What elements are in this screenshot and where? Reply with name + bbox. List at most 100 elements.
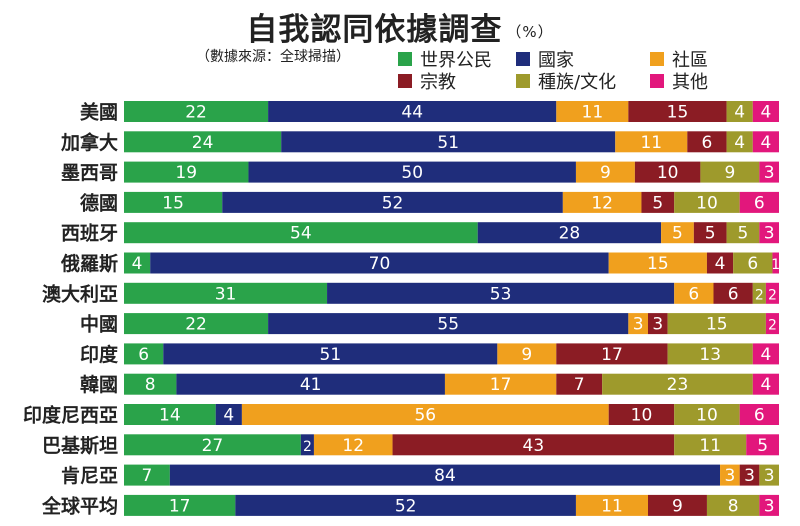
bar-segment — [124, 373, 177, 395]
data-label: 6 — [754, 406, 765, 426]
bar-segment — [752, 131, 779, 153]
bar-segment — [327, 282, 675, 304]
bar-segment — [726, 131, 753, 153]
data-label: 84 — [434, 466, 456, 486]
bar-segment — [628, 313, 648, 335]
bar-segment — [746, 434, 779, 456]
legend-swatch — [398, 74, 412, 88]
bar-segment — [248, 161, 576, 183]
bar-segment — [392, 434, 675, 456]
data-label: 53 — [490, 284, 512, 304]
data-label: 52 — [395, 496, 417, 516]
legend-item: 世界公民 — [398, 46, 492, 72]
data-label: 22 — [185, 315, 207, 335]
bar-segment — [759, 464, 779, 486]
data-label: 3 — [633, 315, 644, 335]
data-label: 9 — [672, 496, 683, 516]
legend-item: 種族/文化 — [516, 68, 616, 94]
bar-segment — [759, 161, 779, 183]
data-label: 52 — [382, 193, 404, 213]
data-label: 6 — [702, 133, 713, 153]
bar-segment — [661, 222, 694, 244]
category-label: 印度尼西亞 — [23, 404, 118, 427]
data-label: 2 — [768, 287, 777, 303]
bar-segment — [575, 161, 635, 183]
bar-segment — [556, 101, 629, 122]
data-label: 4 — [760, 375, 771, 395]
data-label: 54 — [290, 224, 312, 244]
data-label: 1 — [771, 257, 780, 273]
bar-segment — [444, 373, 557, 395]
bar-segment — [313, 434, 393, 456]
data-label: 3 — [724, 466, 735, 486]
data-label: 44 — [401, 103, 423, 123]
bar-segment — [700, 161, 760, 183]
bar-segment — [300, 434, 314, 456]
data-label: 5 — [738, 224, 749, 244]
bar-segment — [124, 252, 151, 274]
bar-segment — [268, 101, 557, 122]
bar-segment — [615, 131, 688, 153]
title-unit: （%） — [506, 23, 554, 41]
data-label: 4 — [223, 406, 234, 426]
bar-segment — [648, 494, 707, 516]
bar-segment — [163, 343, 498, 365]
data-label: 2 — [303, 439, 312, 455]
data-label: 9 — [724, 163, 735, 183]
data-label: 3 — [764, 496, 775, 516]
data-label: 17 — [490, 375, 512, 395]
bar-segment — [150, 252, 609, 274]
bar-segment — [124, 464, 170, 486]
category-label: 美國 — [80, 101, 118, 124]
data-label: 4 — [734, 103, 745, 123]
data-label: 3 — [764, 163, 775, 183]
bar-segment — [556, 373, 603, 395]
data-label: 50 — [401, 163, 423, 183]
data-label: 17 — [601, 345, 623, 365]
legend-swatch — [650, 74, 664, 88]
data-label: 7 — [574, 375, 585, 395]
data-label: 28 — [559, 224, 581, 244]
data-label: 4 — [760, 133, 771, 153]
bar-segment — [556, 343, 668, 365]
data-label: 4 — [715, 254, 726, 274]
source-note: （數據來源：全球掃描） — [196, 49, 350, 65]
data-label: 9 — [600, 163, 611, 183]
category-label: 德國 — [80, 191, 118, 214]
bar-segment — [497, 343, 557, 365]
bar-segment — [176, 373, 445, 395]
bar-segment — [628, 101, 727, 122]
category-label: 中國 — [80, 313, 118, 336]
bar-segment — [674, 282, 714, 304]
data-label: 5 — [757, 436, 768, 456]
data-label: 11 — [601, 496, 623, 516]
data-label: 6 — [754, 193, 765, 213]
data-label: 3 — [744, 466, 755, 486]
bar-segment — [124, 343, 164, 365]
legend-label: 世界公民 — [420, 50, 492, 71]
bar-segment — [648, 313, 668, 335]
data-label: 55 — [437, 315, 459, 335]
bar-segment — [124, 404, 216, 425]
legend-item: 宗教 — [398, 68, 456, 94]
title-text: 自我認同依據調查 — [246, 12, 503, 48]
bar-segment — [241, 404, 609, 425]
category-label: 西班牙 — [61, 222, 118, 245]
data-label: 51 — [320, 345, 342, 365]
data-label: 19 — [175, 163, 197, 183]
data-label: 27 — [202, 436, 224, 456]
bar-segment — [477, 222, 662, 244]
category-label: 澳大利亞 — [42, 282, 118, 305]
data-label: 31 — [215, 284, 237, 304]
category-label: 全球平均 — [41, 494, 118, 517]
bar-segment — [713, 282, 753, 304]
data-label: 10 — [631, 406, 653, 426]
bar-segment — [759, 494, 779, 516]
bar-segment — [706, 494, 760, 516]
bar-segment — [733, 252, 773, 274]
bar-segment — [674, 434, 747, 456]
data-label: 4 — [760, 103, 771, 123]
data-label: 23 — [667, 375, 689, 395]
data-label: 5 — [672, 224, 683, 244]
data-label: 5 — [652, 193, 663, 213]
